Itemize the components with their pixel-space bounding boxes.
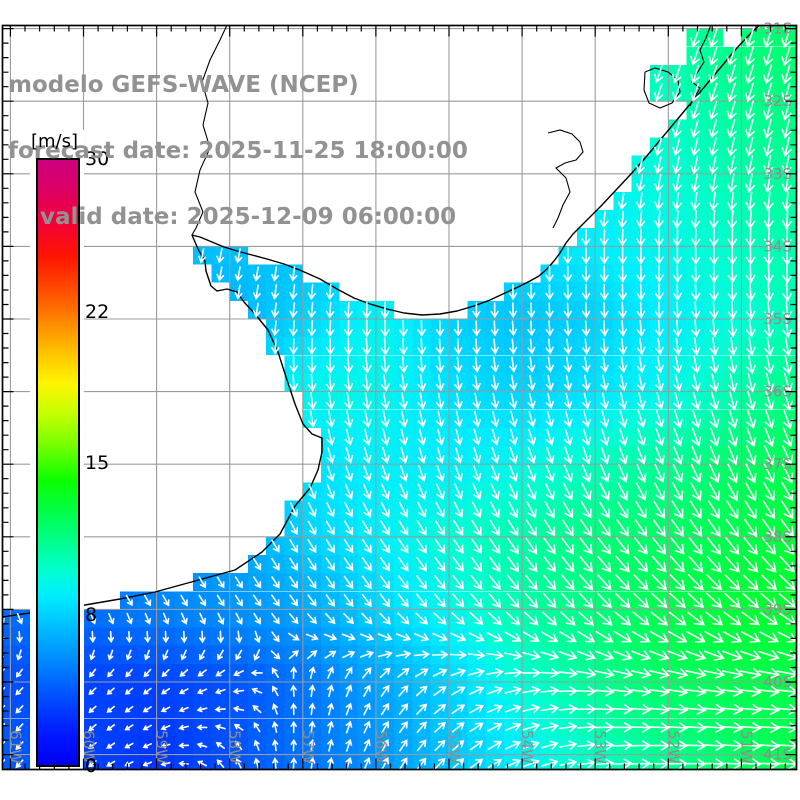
longitude-label: 55W (445, 730, 463, 764)
colorbar-gradient (36, 158, 80, 767)
latitude-label: 41S (763, 746, 792, 764)
latitude-label: 38S (763, 528, 792, 546)
latitude-label: 32S (763, 92, 792, 110)
latitude-label: 36S (763, 383, 792, 401)
colorbar-unit-label: [m/s] (31, 131, 79, 152)
longitude-label: 61W (6, 730, 24, 764)
lagoon-west-shore (689, 25, 712, 107)
coastline (2, 25, 761, 618)
longitude-label: 52W (664, 730, 682, 764)
wind-direction-arrows (2, 25, 797, 770)
map-frame (1, 24, 798, 771)
longitude-label: 53W (591, 730, 609, 764)
uruguay-river (191, 25, 228, 236)
colorbar-tick-label: 0 (85, 755, 97, 777)
latitude-label: 39S (763, 600, 792, 618)
longitude-label: 57W (299, 730, 317, 764)
colorbar-tick-label: 22 (85, 301, 109, 323)
longitude-label: 59W (153, 730, 171, 764)
title-block: modelo GEFS-WAVE (NCEP) forecast date: 2… (8, 30, 468, 272)
longitude-label: 54W (518, 730, 536, 764)
longitude-label: 51W (737, 730, 755, 764)
colorbar: 30 22 15 8 0 (30, 130, 109, 777)
longitude-label: 56W (372, 730, 390, 764)
latitude-label: 34S (763, 237, 792, 255)
latitude-label: 37S (763, 455, 792, 473)
map-plot-area (2, 25, 797, 770)
valid-date: valid date: 2025-12-09 06:00:00 (8, 204, 457, 230)
latitude-label: 40S (763, 673, 792, 691)
axis-ticks (2, 25, 797, 770)
longitude-label: 58W (226, 730, 244, 764)
model-title: modelo GEFS-WAVE (NCEP) (8, 72, 359, 98)
colorbar-tick-label: 30 (85, 148, 109, 170)
graticule (2, 25, 797, 770)
latitude-label: 33S (763, 165, 792, 183)
colorbar-tick-label: 15 (85, 452, 109, 474)
colorbar-tick-label: 8 (85, 604, 97, 626)
coastal-lagoon-chain (547, 129, 584, 229)
latitude-label: 35S (763, 310, 792, 328)
forecast-date: forecast date: 2025-11-25 18:00:00 (8, 138, 468, 164)
latitude-label: 31S (763, 20, 792, 38)
